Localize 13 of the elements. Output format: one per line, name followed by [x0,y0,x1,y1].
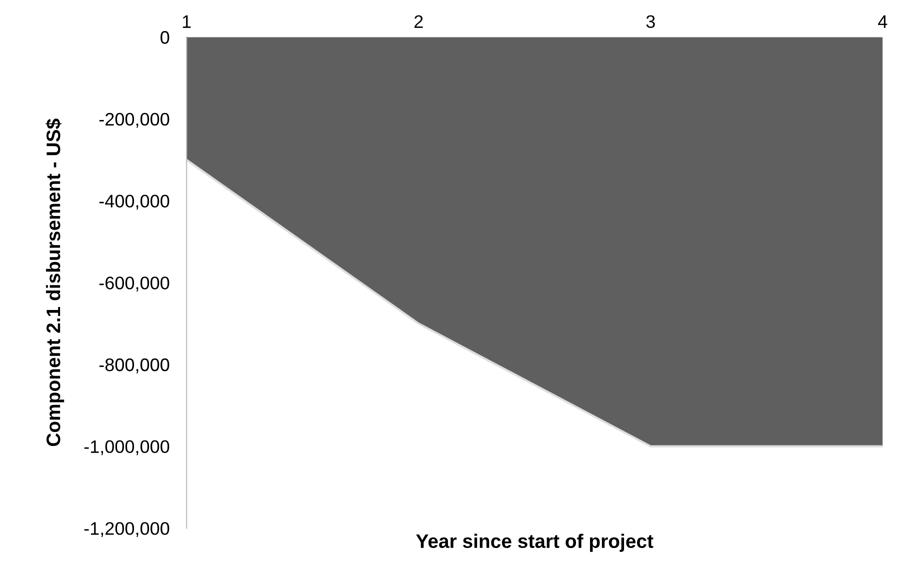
y-tick-label: -1,200,000 [84,522,170,538]
y-tick-label: -600,000 [99,276,170,292]
y-axis-title: Component 2.1 disbursement - US$ [46,118,64,446]
x-tick-label: 4 [878,15,888,28]
y-tick-label: 0 [160,31,170,44]
x-axis-title: Year since start of project [416,534,654,552]
x-tick-label: 3 [646,15,655,28]
x-tick-label: 2 [414,15,423,28]
y-tick-label: -200,000 [99,112,170,128]
y-tick-label: -800,000 [99,358,170,374]
y-tick-label: -400,000 [99,194,170,210]
y-tick-label: -1,000,000 [84,440,170,456]
x-tick-label: 1 [182,15,191,28]
